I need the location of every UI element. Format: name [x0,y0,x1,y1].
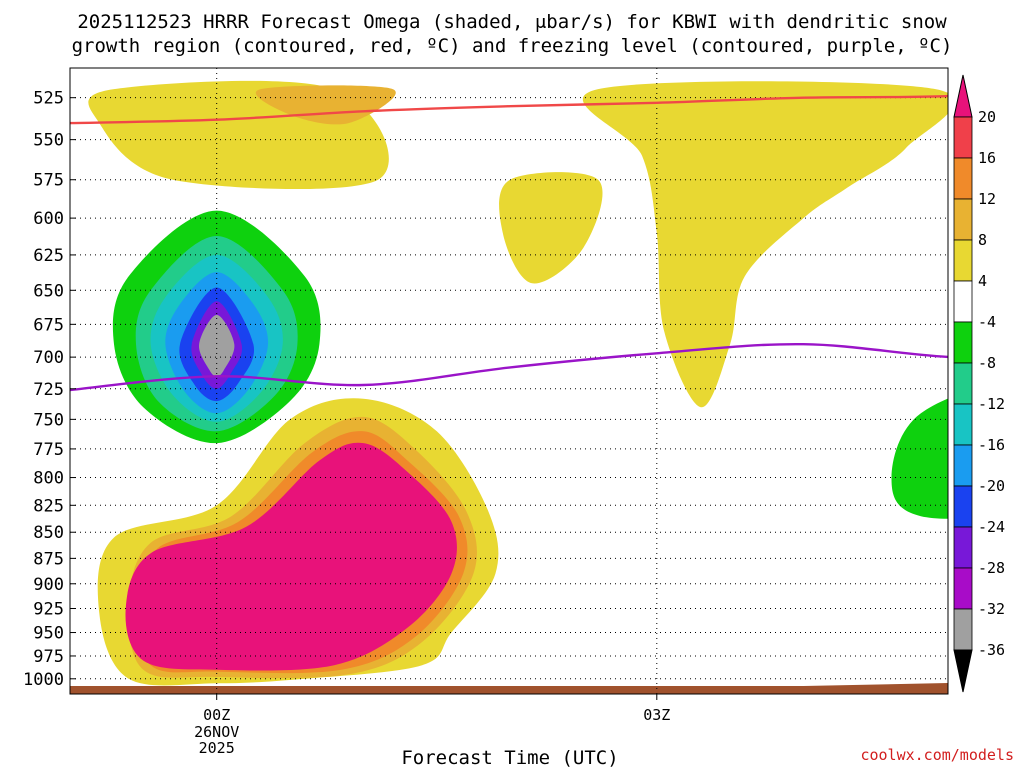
y-tick-label-525: 525 [33,89,64,109]
y-tick-label-550: 550 [33,131,64,151]
colorbar-band-7 [954,404,972,445]
colorbar-label-0: 20 [978,108,996,126]
colorbar-band-2 [954,199,972,240]
colorbar-label-11: -28 [978,559,1005,577]
colorbar-band-12 [954,609,972,650]
omega-region-3 [583,81,955,407]
colorbar-label-8: -16 [978,436,1005,454]
x-axis-label: Forecast Time (UTC) [401,747,618,768]
colorbar-band-6 [954,363,972,404]
colorbar-label-1: 16 [978,149,996,167]
colorbar-label-10: -24 [978,518,1005,536]
x-tick-label-03Z: 03Z [643,706,670,724]
y-tick-label-700: 700 [33,348,64,368]
y-tick-label-925: 925 [33,599,64,619]
y-tick-label-675: 675 [33,315,64,335]
colorbar-label-4: 4 [978,272,987,290]
colorbar-band-10 [954,527,972,568]
terrain-strip [70,686,948,694]
y-tick-label-1000: 1000 [23,670,64,690]
y-tick-label-900: 900 [33,575,64,595]
y-tick-label-650: 650 [33,281,64,301]
y-tick-label-825: 825 [33,496,64,516]
y-tick-label-575: 575 [33,171,64,191]
colorbar-band-0 [954,117,972,158]
colorbar-label-5: -4 [978,313,996,331]
colorbar-label-7: -12 [978,395,1005,413]
colorbar-label-6: -8 [978,354,996,372]
y-tick-label-625: 625 [33,246,64,266]
colorbar-band-1 [954,158,972,199]
y-tick-label-975: 975 [33,647,64,667]
colorbar-band-5 [954,322,972,363]
colorbar-label-13: -36 [978,641,1005,659]
colorbar-band-8 [954,445,972,486]
colorbar-over-arrow [954,75,972,117]
colorbar-label-9: -20 [978,477,1005,495]
colorbar-under-arrow [954,650,972,692]
credit-text: coolwx.com/models [860,746,1014,764]
colorbar-label-2: 12 [978,190,996,208]
x-tick-label-00Z: 00Z [203,706,230,724]
colorbar-band-4 [954,281,972,322]
colorbar-label-3: 8 [978,231,987,249]
chart-title-line1: 2025112523 HRRR Forecast Omega (shaded, … [77,11,947,33]
y-tick-label-750: 750 [33,410,64,430]
colorbar-label-12: -32 [978,600,1005,618]
y-tick-label-950: 950 [33,624,64,644]
omega-region-2 [499,172,602,283]
x-tick-year: 2025 [199,739,235,757]
y-tick-label-600: 600 [33,209,64,229]
terrain-rise [804,683,949,686]
y-tick-label-875: 875 [33,549,64,569]
colorbar-band-11 [954,568,972,609]
y-tick-label-725: 725 [33,380,64,400]
y-tick-label-850: 850 [33,523,64,543]
plot-area: -120 [70,52,1024,694]
colorbar: 20 16 12 8 4 -4 -8 -12 -16 -20 -24 -28 -32 -36 [954,75,1005,692]
y-tick-label-800: 800 [33,469,64,489]
y-tick-label-775: 775 [33,440,64,460]
colorbar-band-9 [954,486,972,527]
colorbar-band-3 [954,240,972,281]
chart-title-line2: growth region (contoured, red, ºC) and f… [72,35,953,57]
omega-shading [70,52,1024,694]
